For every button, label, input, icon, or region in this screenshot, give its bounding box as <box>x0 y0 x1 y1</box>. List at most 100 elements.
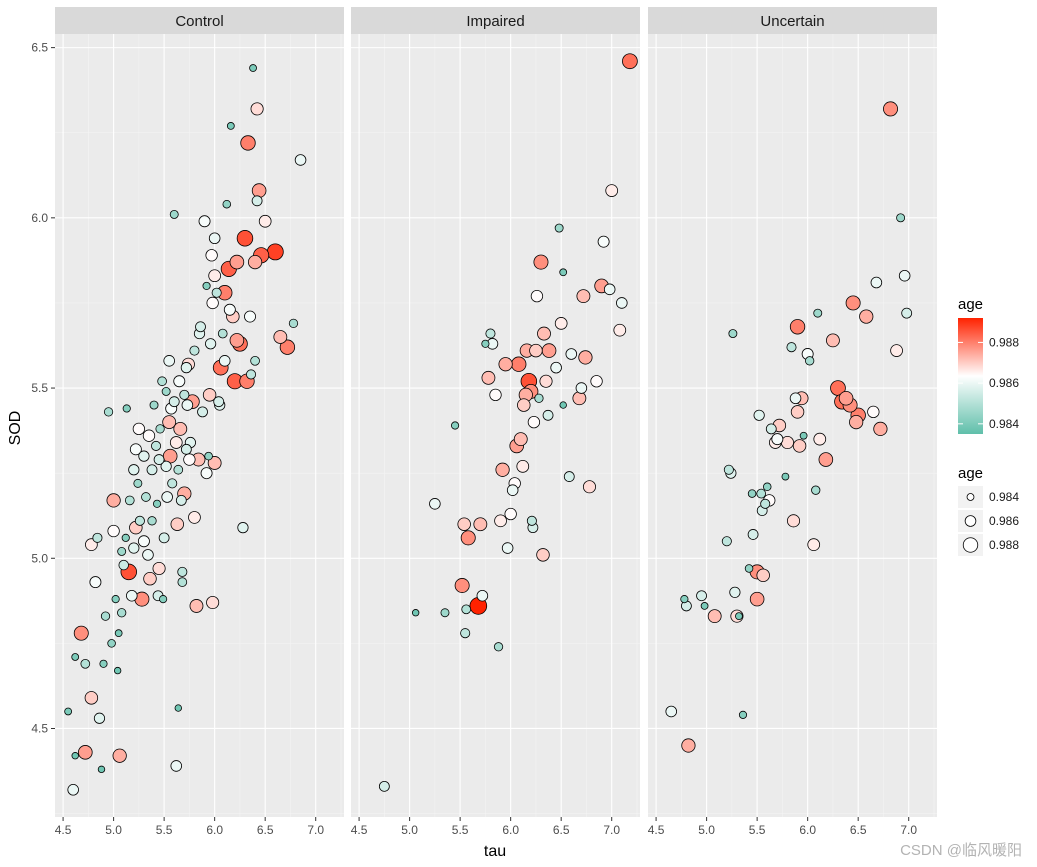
data-point <box>143 571 157 586</box>
data-point <box>756 568 770 583</box>
data-point <box>440 608 450 618</box>
panel-background <box>55 34 344 817</box>
data-point <box>128 542 140 554</box>
data-point <box>247 254 263 270</box>
data-point <box>112 748 127 763</box>
data-point <box>273 330 288 344</box>
data-point <box>226 122 235 130</box>
data-point <box>107 524 120 538</box>
data-point <box>506 484 519 496</box>
data-point <box>738 710 748 719</box>
x-tick-label: 4.5 <box>351 823 368 837</box>
data-point <box>200 467 213 480</box>
data-point <box>498 357 513 372</box>
data-point <box>206 296 219 310</box>
data-point <box>122 404 131 413</box>
data-point <box>174 704 182 712</box>
data-point <box>539 374 553 388</box>
facet-strip <box>648 7 937 34</box>
data-point <box>229 333 245 348</box>
data-point <box>890 344 903 357</box>
x-tick-label: 7.0 <box>307 823 324 837</box>
x-tick-label: 4.5 <box>648 823 665 837</box>
data-point <box>681 738 696 753</box>
data-point <box>133 478 143 488</box>
data-point <box>181 399 194 411</box>
data-point <box>550 361 562 374</box>
data-point <box>460 628 471 639</box>
data-point <box>873 421 888 436</box>
size-legend-title: age <box>958 465 983 482</box>
data-point <box>728 329 738 339</box>
x-tick-label: 5.0 <box>105 823 122 837</box>
data-point <box>859 309 874 324</box>
data-point <box>93 712 106 724</box>
data-point <box>696 590 707 602</box>
data-point <box>542 409 554 421</box>
data-point <box>511 356 527 372</box>
data-point <box>188 511 201 524</box>
data-point <box>169 436 183 449</box>
data-point <box>205 338 217 350</box>
data-point <box>189 345 200 356</box>
y-tick-label: 5.0 <box>31 551 48 565</box>
data-point <box>771 433 784 446</box>
color-legend-ticks: 0.984 0.986 0.988 <box>958 335 1019 431</box>
data-point <box>197 406 208 418</box>
data-point <box>121 533 130 542</box>
data-point <box>250 102 264 116</box>
data-point <box>494 514 507 528</box>
data-point <box>147 516 157 526</box>
data-point <box>250 355 260 366</box>
panel-background <box>648 34 937 817</box>
data-point <box>202 388 217 402</box>
data-point <box>729 586 741 598</box>
x-tick-label: 6.5 <box>257 823 274 837</box>
facet-panels: Control Impaired Uncertain <box>55 7 937 817</box>
data-point <box>756 488 766 499</box>
data-point <box>481 339 490 348</box>
data-point <box>111 595 120 604</box>
data-point <box>106 493 121 508</box>
data-point <box>849 414 864 430</box>
data-point <box>92 532 103 543</box>
data-point <box>527 415 541 429</box>
data-point <box>107 639 116 648</box>
x-tick-label: 6.0 <box>206 823 223 837</box>
data-point <box>162 415 177 430</box>
data-point <box>160 460 172 472</box>
data-point <box>207 456 222 470</box>
data-point <box>222 199 232 209</box>
data-point <box>173 375 186 388</box>
data-point <box>501 542 514 554</box>
data-point <box>789 392 802 405</box>
data-point <box>84 691 99 705</box>
data-point <box>411 609 420 617</box>
data-point <box>99 659 108 668</box>
data-point <box>460 530 476 546</box>
data-point <box>747 489 757 498</box>
data-point <box>883 101 899 117</box>
x-axis-title: tau <box>484 843 506 860</box>
data-point <box>747 529 759 540</box>
data-point <box>78 745 93 760</box>
data-point <box>208 269 222 283</box>
data-point <box>205 249 218 262</box>
data-point <box>152 499 162 508</box>
data-point <box>236 230 254 247</box>
data-point <box>237 522 249 534</box>
data-point <box>870 276 883 289</box>
data-point <box>838 390 854 406</box>
data-point <box>760 498 771 509</box>
data-point <box>575 382 588 394</box>
data-point <box>71 653 80 661</box>
data-point <box>790 405 805 419</box>
data-point <box>138 450 150 462</box>
color-legend-label: 0.986 <box>989 376 1019 390</box>
data-point <box>559 268 568 277</box>
data-point <box>530 289 544 303</box>
data-point <box>80 658 91 669</box>
data-point <box>454 578 470 593</box>
data-point <box>189 599 204 613</box>
x-tick-label: 7.0 <box>900 823 917 837</box>
